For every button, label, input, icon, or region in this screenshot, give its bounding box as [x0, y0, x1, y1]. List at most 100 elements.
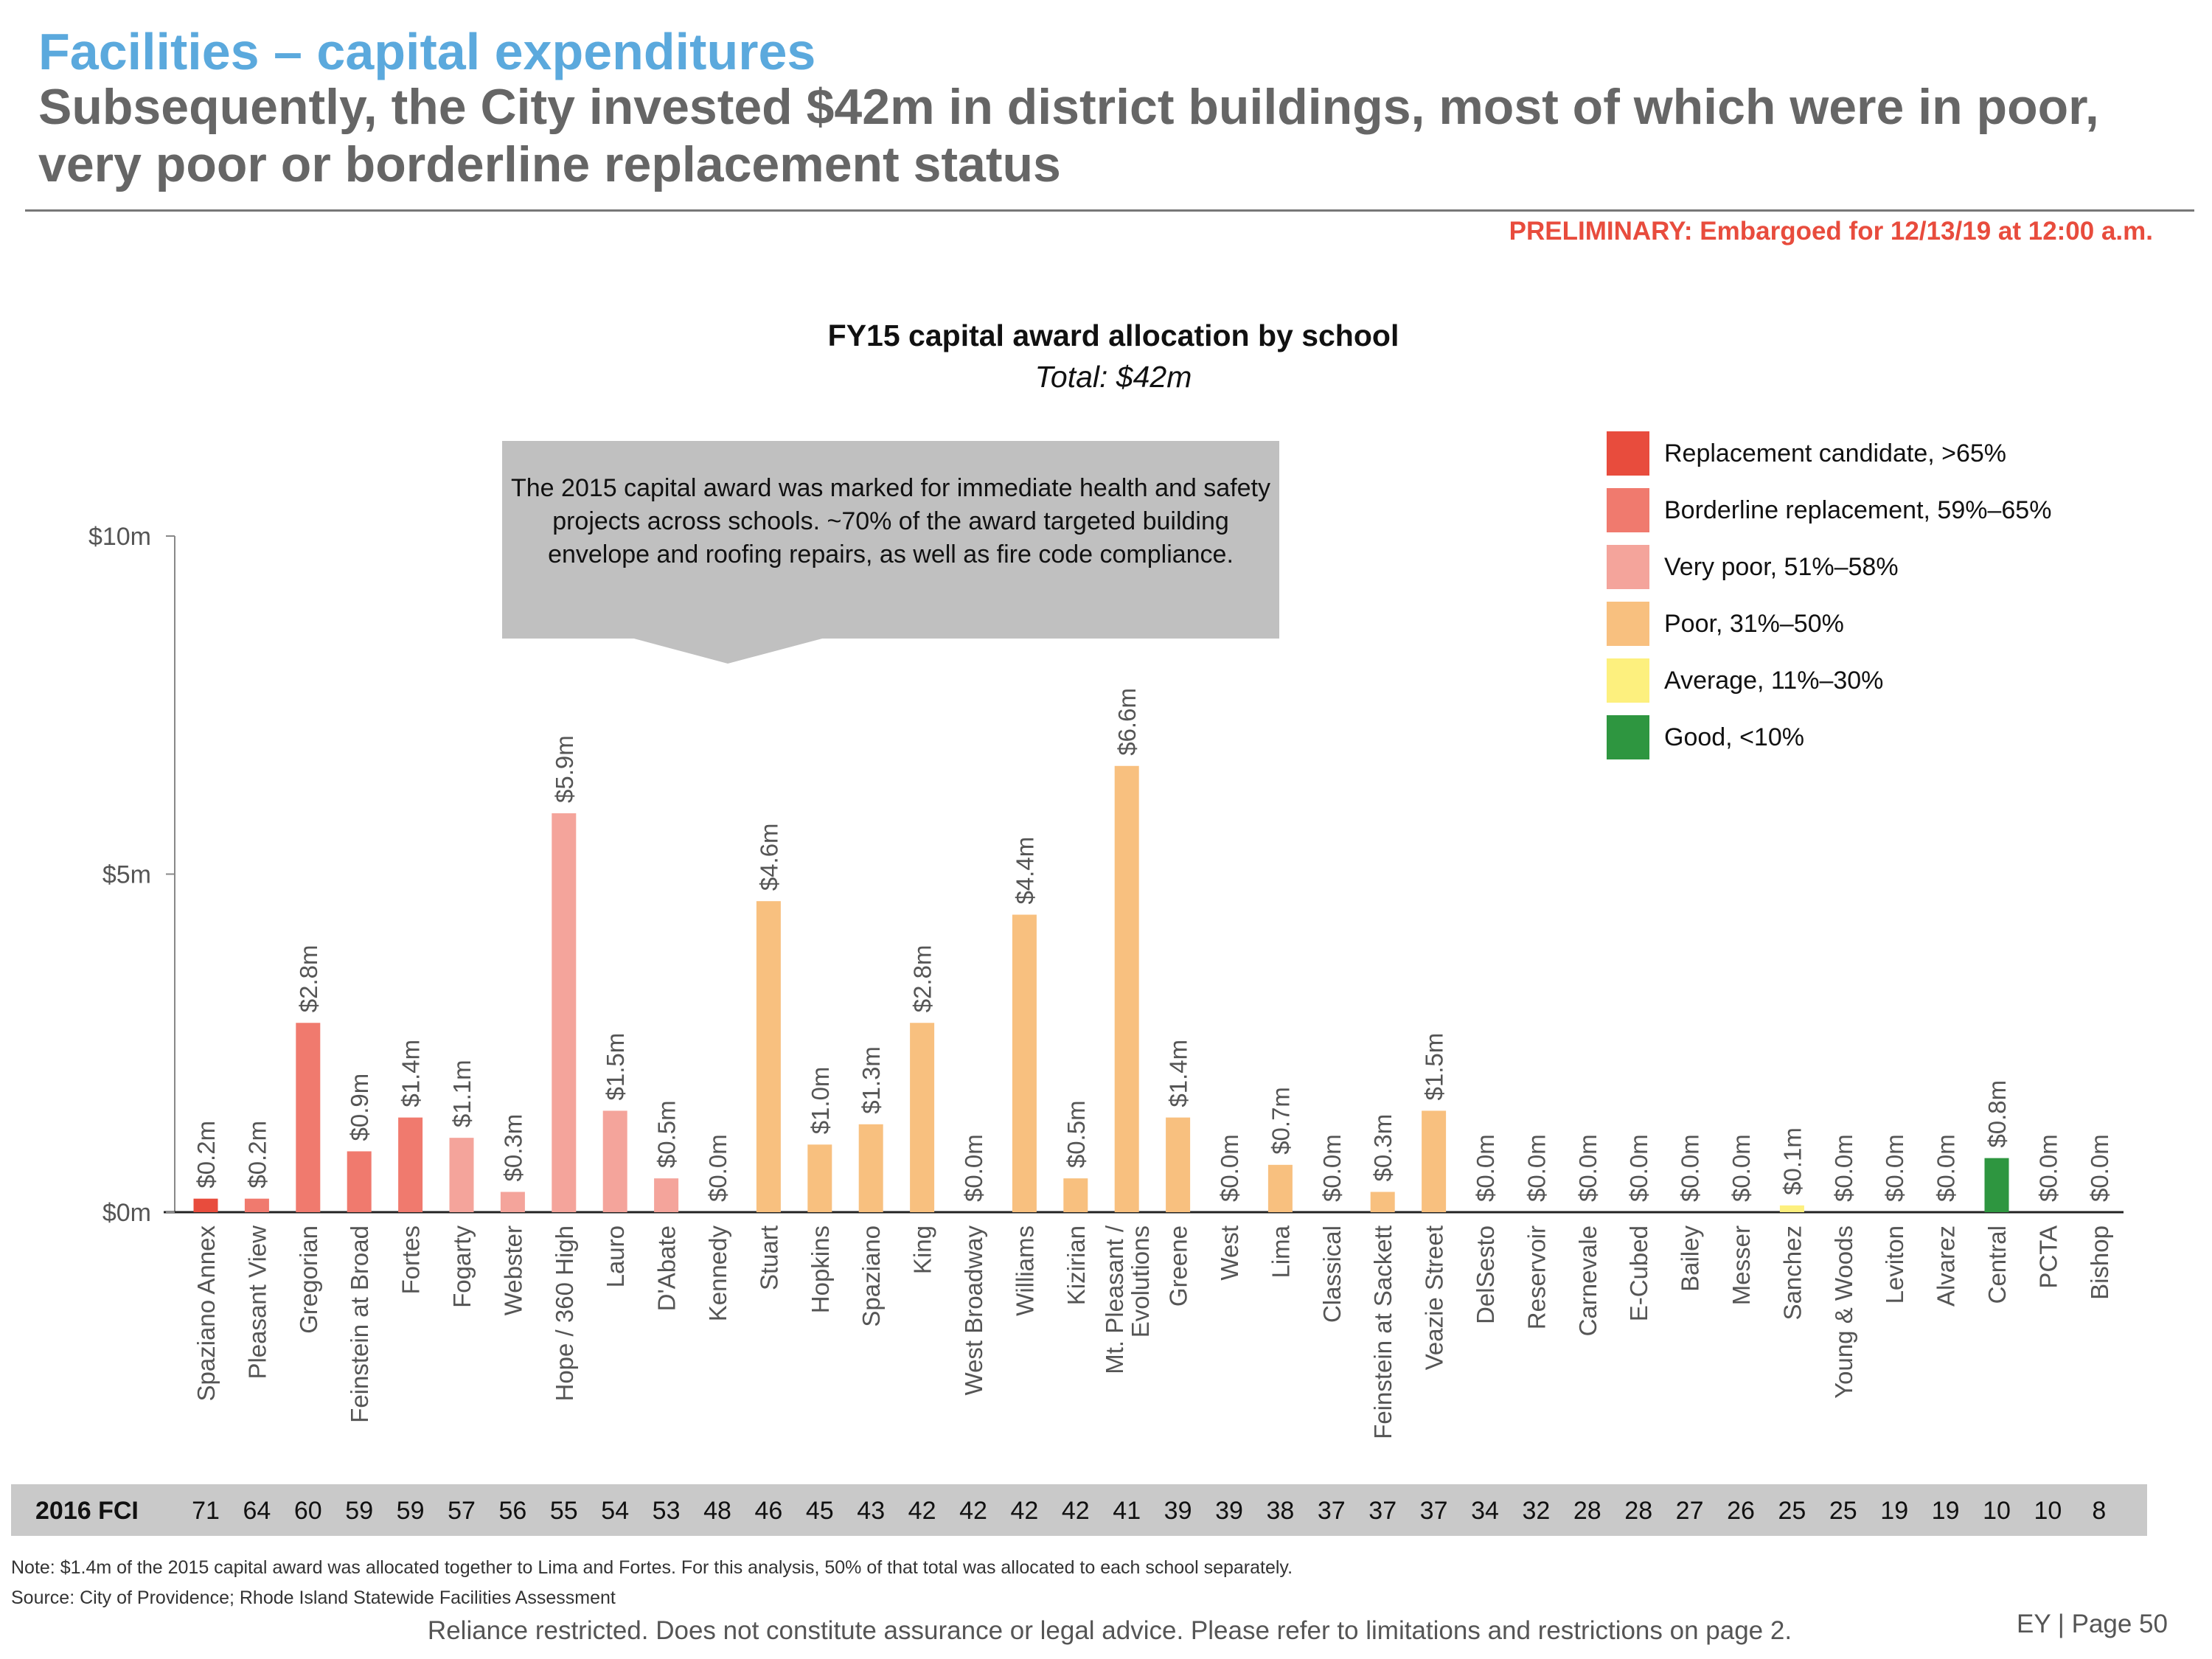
- value-label: $0.1m: [1778, 1127, 1806, 1195]
- fci-value: 42: [959, 1497, 987, 1525]
- legend-swatch: [1607, 431, 1649, 476]
- fci-value: 55: [550, 1497, 578, 1525]
- fci-value: 10: [2034, 1497, 2062, 1525]
- category-label: Mt. Pleasant /: [1101, 1225, 1128, 1374]
- bar: [910, 1023, 935, 1212]
- fci-value: 46: [754, 1497, 782, 1525]
- fci-value: 37: [1420, 1497, 1448, 1525]
- category-label: Central: [1983, 1225, 2011, 1304]
- bar: [244, 1198, 269, 1212]
- bar: [1422, 1110, 1447, 1212]
- legend-item: Replacement candidate, >65%: [1607, 431, 2006, 476]
- bar: [1370, 1192, 1395, 1212]
- category-label: Lauro: [602, 1225, 629, 1287]
- value-label: $0.3m: [1369, 1114, 1397, 1182]
- category-label: Reservoir: [1523, 1225, 1550, 1329]
- value-label: $0.5m: [653, 1100, 681, 1168]
- value-label: $1.5m: [602, 1033, 629, 1101]
- category-label: Sanchez: [1778, 1225, 1806, 1320]
- fci-value: 25: [1778, 1497, 1806, 1525]
- value-label: $1.4m: [1165, 1040, 1192, 1107]
- value-label: $0.0m: [1830, 1134, 1857, 1202]
- value-label: $0.2m: [192, 1121, 220, 1189]
- value-label: $0.0m: [960, 1134, 987, 1202]
- value-label: $0.0m: [2034, 1134, 2062, 1202]
- category-label: D'Abate: [653, 1225, 681, 1311]
- category-label: Leviton: [1881, 1225, 1908, 1304]
- category-label: King: [909, 1225, 936, 1274]
- header-divider: [25, 209, 2194, 212]
- legend-label: Average, 11%–30%: [1664, 666, 1884, 695]
- fci-value: 41: [1113, 1497, 1141, 1525]
- bar: [1063, 1178, 1088, 1212]
- legend-label: Borderline replacement, 59%–65%: [1664, 495, 2052, 524]
- legend-item: Good, <10%: [1607, 715, 1804, 759]
- fci-value: 25: [1829, 1497, 1857, 1525]
- fci-value: 54: [601, 1497, 629, 1525]
- value-label: $0.9m: [346, 1074, 373, 1141]
- legend-item: Average, 11%–30%: [1607, 658, 1883, 703]
- category-label: Spaziano Annex: [192, 1225, 220, 1402]
- fci-value: 10: [1983, 1497, 2011, 1525]
- fci-value: 8: [2092, 1497, 2106, 1525]
- fci-value: 64: [243, 1497, 271, 1525]
- category-label: Bishop: [2086, 1225, 2113, 1300]
- chart-title: FY15 capital award allocation by school: [827, 319, 1399, 352]
- legend-swatch: [1607, 715, 1649, 759]
- category-label: E-Cubed: [1625, 1225, 1652, 1321]
- value-label: $1.1m: [448, 1060, 476, 1127]
- legend-label: Replacement candidate, >65%: [1664, 439, 2007, 467]
- value-label: $1.3m: [858, 1046, 885, 1114]
- category-label: Williams: [1011, 1225, 1038, 1316]
- bar: [347, 1151, 372, 1212]
- category-label: Fortes: [397, 1225, 425, 1295]
- value-label: $5.9m: [551, 735, 578, 803]
- value-label: $0.0m: [1574, 1134, 1601, 1202]
- category-label: West: [1216, 1225, 1243, 1281]
- fci-value: 59: [345, 1497, 373, 1525]
- value-label: $1.0m: [807, 1067, 834, 1135]
- callout-box: [502, 441, 1279, 639]
- legend-swatch: [1607, 658, 1649, 703]
- legend-label: Very poor, 51%–58%: [1664, 552, 1899, 581]
- fci-value: 39: [1164, 1497, 1192, 1525]
- fci-value: 60: [294, 1497, 322, 1525]
- value-label: $0.0m: [1523, 1134, 1550, 1202]
- category-label: Bailey: [1677, 1225, 1704, 1292]
- fci-value: 56: [498, 1497, 526, 1525]
- category-label: Young & Woods: [1830, 1225, 1857, 1399]
- fci-value: 48: [703, 1497, 731, 1525]
- category-label: PCTA: [2034, 1225, 2062, 1289]
- value-label: $1.4m: [397, 1040, 425, 1107]
- fci-value: 42: [1062, 1497, 1090, 1525]
- bar: [296, 1023, 321, 1212]
- value-label: $0.0m: [704, 1134, 731, 1202]
- value-label: $6.6m: [1113, 688, 1141, 756]
- fci-value: 39: [1215, 1497, 1243, 1525]
- bar: [500, 1192, 525, 1212]
- legend-item: Borderline replacement, 59%–65%: [1607, 488, 2051, 532]
- bar: [1984, 1158, 2009, 1212]
- fci-value: 59: [397, 1497, 425, 1525]
- bar: [1114, 765, 1139, 1212]
- category-label: Greene: [1165, 1225, 1192, 1307]
- category-label: Lima: [1267, 1225, 1294, 1278]
- category-label: Gregorian: [295, 1225, 322, 1334]
- value-label: $4.4m: [1011, 837, 1038, 905]
- value-label: $0.0m: [1728, 1134, 1755, 1202]
- category-label: Pleasant View: [243, 1225, 271, 1380]
- value-label: $0.8m: [1983, 1080, 2011, 1148]
- fci-value: 19: [1932, 1497, 1960, 1525]
- y-tick-label: $10m: [88, 523, 151, 551]
- y-tick-label: $5m: [102, 861, 151, 889]
- fci-value: 37: [1318, 1497, 1346, 1525]
- category-label: Kizirian: [1062, 1225, 1090, 1305]
- value-label: $0.0m: [1677, 1134, 1704, 1202]
- fci-value: 26: [1727, 1497, 1755, 1525]
- bar: [1779, 1205, 1804, 1212]
- value-label: $4.6m: [755, 823, 782, 891]
- fci-row-label: 2016 FCI: [35, 1497, 139, 1525]
- value-label: $0.2m: [243, 1121, 271, 1189]
- bar: [398, 1117, 423, 1212]
- category-label: Hopkins: [807, 1225, 834, 1313]
